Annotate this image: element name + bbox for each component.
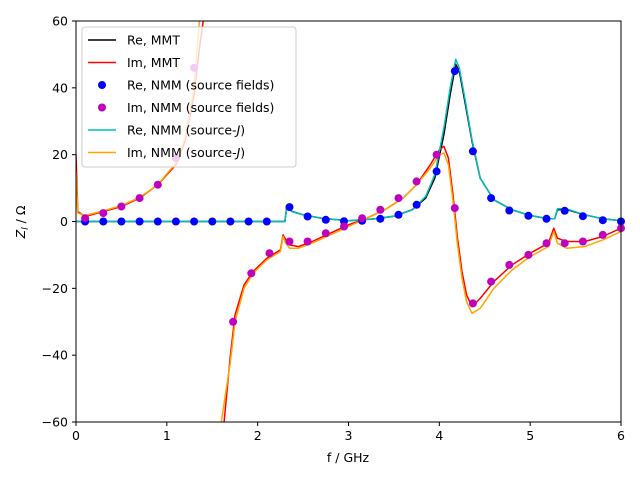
data-point-im_nmm_sf: [247, 269, 256, 278]
legend-label-italic: J: [234, 145, 241, 160]
data-point-re_nmm_sf: [450, 67, 459, 76]
x-axis-label: f / GHz: [327, 450, 370, 465]
y-axis-label-sub: l: [21, 227, 31, 230]
x-tick-label: 5: [526, 428, 534, 443]
data-point-re_nmm_sf: [321, 215, 330, 224]
data-point-im_nmm_sf: [321, 229, 330, 238]
data-point-im_nmm_sf: [598, 230, 607, 239]
data-point-im_nmm_sf: [358, 214, 367, 223]
x-tick-label: 2: [254, 428, 262, 443]
legend-label-re_nmm_j: Re, NMM (source-J): [127, 123, 245, 138]
data-point-re_nmm_sf: [412, 200, 421, 209]
data-point-im_nmm_sf: [468, 299, 477, 308]
data-point-im_nmm_sf: [99, 209, 108, 218]
data-point-im_nmm_sf: [505, 260, 514, 269]
data-point-im_nmm_sf: [450, 204, 459, 213]
data-point-im_nmm_sf: [412, 177, 421, 186]
data-point-re_nmm_sf: [99, 217, 108, 226]
y-tick-label: 0: [60, 214, 68, 229]
data-point-re_nmm_sf: [285, 203, 294, 212]
legend-label-re_nmm_sf: Re, NMM (source fields): [127, 78, 274, 93]
data-point-re_nmm_sf: [560, 206, 569, 215]
x-tick-label: 1: [163, 428, 171, 443]
data-point-re_nmm_sf: [578, 212, 587, 221]
legend-label-italic: J: [234, 123, 241, 138]
data-point-re_nmm_sf: [542, 214, 551, 223]
data-point-im_nmm_sf: [542, 239, 551, 248]
data-point-re_nmm_sf: [376, 214, 385, 223]
data-point-im_nmm_sf: [117, 202, 126, 211]
legend-swatch-re_nmm_sf: [98, 81, 106, 89]
y-tick-label: 40: [52, 80, 68, 95]
legend-label-im_nmm_j: Im, NMM (source-J): [127, 145, 245, 160]
y-axis-label: Zl / Ω: [13, 205, 31, 239]
series-line-re_nmm_j: [76, 58, 621, 223]
legend-label-part: ): [240, 123, 245, 138]
legend-box: [81, 26, 297, 168]
data-point-re_nmm_sf: [262, 217, 271, 226]
data-point-re_nmm_sf: [226, 217, 235, 226]
data-point-im_nmm_sf: [524, 250, 533, 259]
y-axis-ticks: −60 −40 −20 0 20 40 60: [42, 14, 76, 430]
data-point-im_nmm_sf: [285, 237, 294, 246]
data-point-im_nmm_sf: [303, 237, 312, 246]
legend-label-im_nmm_sf: Im, NMM (source fields): [127, 100, 274, 115]
data-point-im_nmm_sf: [560, 239, 569, 248]
data-point-re_nmm_sf: [171, 217, 180, 226]
data-point-re_nmm_sf: [487, 194, 496, 203]
data-point-re_nmm_sf: [208, 217, 217, 226]
x-tick-label: 0: [72, 428, 80, 443]
data-point-re_nmm_sf: [117, 217, 126, 226]
data-point-im_nmm_sf: [376, 205, 385, 214]
data-point-im_nmm_sf: [135, 194, 144, 203]
legend-label-part: Re, NMM (source-: [127, 123, 237, 138]
data-point-im_nmm_sf: [153, 180, 162, 189]
marker-layer: [81, 63, 625, 326]
y-axis-label-main: Z: [13, 229, 28, 239]
data-point-re_nmm_sf: [524, 211, 533, 220]
data-point-re_nmm_sf: [244, 217, 253, 226]
data-point-im_nmm_sf: [394, 194, 403, 203]
series-line-im_nmm_j: [220, 152, 621, 422]
data-point-im_nmm_sf: [340, 222, 348, 231]
x-axis-ticks: 0 1 2 3 4 5 6: [72, 422, 625, 443]
data-point-re_nmm_sf: [468, 147, 477, 156]
legend-label-im_mmt: Im, MMT: [127, 55, 180, 70]
legend-label-part: Im, NMM (source-: [127, 145, 237, 160]
x-tick-label: 6: [617, 428, 625, 443]
data-point-re_nmm_sf: [303, 212, 312, 221]
data-point-im_nmm_sf: [265, 249, 274, 258]
legend-label-re_mmt: Re, MMT: [127, 33, 180, 48]
data-point-im_nmm_sf: [578, 237, 587, 246]
data-point-re_nmm_sf: [505, 206, 514, 215]
y-tick-label: 60: [52, 14, 68, 29]
x-tick-label: 3: [345, 428, 353, 443]
data-point-im_nmm_sf: [229, 317, 238, 326]
series-line-im_mmt: [223, 145, 621, 422]
y-tick-label: −20: [42, 281, 68, 296]
data-point-re_nmm_sf: [153, 217, 162, 226]
data-point-re_nmm_sf: [135, 217, 144, 226]
legend-swatch-im_nmm_sf: [98, 103, 106, 112]
legend-label-part: ): [240, 145, 245, 160]
x-tick-label: 4: [435, 428, 443, 443]
data-point-re_nmm_sf: [598, 216, 607, 225]
data-point-im_nmm_sf: [81, 214, 90, 223]
data-point-re_nmm_sf: [432, 167, 441, 176]
y-tick-label: 20: [52, 147, 68, 162]
data-point-re_nmm_sf: [190, 217, 199, 226]
y-axis-label-unit: / Ω: [13, 205, 28, 227]
legend: Re, MMT Im, MMT Re, NMM (source fields) Im,…: [81, 26, 297, 168]
y-tick-label: −60: [42, 415, 68, 430]
y-tick-label: −40: [42, 348, 68, 363]
data-point-im_nmm_sf: [432, 150, 441, 159]
data-point-re_nmm_sf: [394, 210, 403, 219]
data-point-im_nmm_sf: [487, 277, 496, 286]
